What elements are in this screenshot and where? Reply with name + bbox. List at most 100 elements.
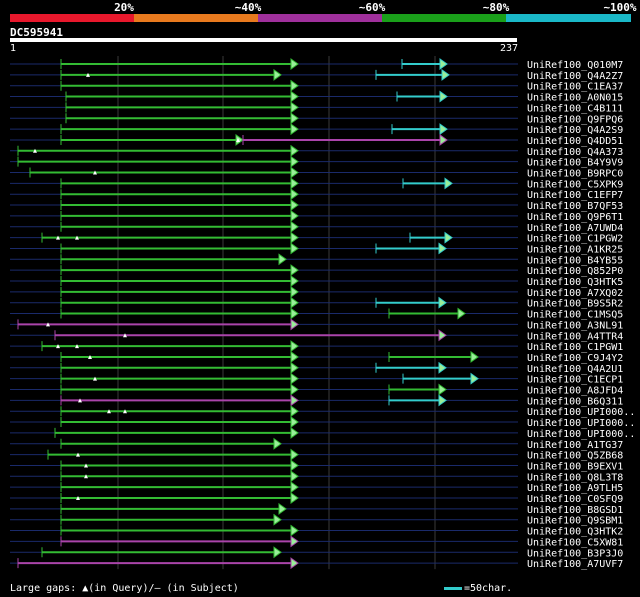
segment-arrow — [290, 318, 299, 331]
segment-arrow — [290, 459, 299, 472]
hit-label: UniRef100_B8GSD1 — [527, 505, 623, 516]
segment-arrow — [290, 524, 299, 537]
segment-arrow — [290, 372, 299, 385]
segment-arrow — [278, 502, 287, 515]
segment-arrow — [290, 296, 299, 309]
legend-swatch — [134, 14, 259, 22]
legend-label: ~40% — [234, 1, 262, 14]
query-gap-marker — [46, 322, 50, 327]
segment-arrow — [290, 101, 299, 114]
segment-arrow — [290, 361, 299, 374]
segment-arrow — [439, 58, 448, 70]
segment-arrow — [235, 133, 244, 146]
query-gap-marker — [56, 344, 60, 349]
query-gap-marker — [86, 72, 90, 77]
hit-label: UniRef100_A1TG37 — [527, 440, 623, 451]
scale-legend: =50char. — [444, 583, 512, 594]
query-id: DC595941 — [10, 26, 63, 39]
query-gap-marker — [93, 170, 97, 175]
segment-arrow — [290, 144, 299, 157]
segment-arrow — [290, 557, 299, 570]
segment-arrow — [290, 416, 299, 429]
hit-label: UniRef100_B4YB55 — [527, 255, 623, 266]
identity-color-legend: 20% ~40% ~60% ~80% ~100% — [10, 0, 637, 22]
query-gap-marker — [123, 333, 127, 338]
segment-arrow — [290, 426, 299, 439]
hit-label: UniRef100_Q4A2S9 — [527, 125, 623, 136]
segment-arrow — [290, 58, 299, 70]
hit-label: UniRef100_Q9P6T1 — [527, 212, 623, 223]
hit-label: UniRef100_C1PGW2 — [527, 234, 623, 245]
hit-label: UniRef100_A3NL91 — [527, 320, 623, 331]
legend-label: ~60% — [358, 1, 386, 14]
segment-arrow — [290, 90, 299, 103]
hit-label: UniRef100_Q5ZB68 — [527, 451, 623, 462]
segment-arrow — [438, 296, 447, 309]
hit-label: UniRef100_B4Y9V9 — [527, 158, 623, 169]
segment-arrow — [290, 307, 299, 320]
segment-arrow — [290, 285, 299, 298]
hit-label: UniRef100_B6Q311 — [527, 396, 623, 407]
hit-label: UniRef100_C5XW81 — [527, 537, 623, 548]
hit-label: UniRef100_Q010M7 — [527, 60, 623, 71]
legend-swatch — [382, 14, 507, 22]
hit-label: UniRef100_A8JFD4 — [527, 386, 623, 397]
hit-label: UniRef100_B3P3J0 — [527, 548, 623, 559]
segment-arrow — [273, 513, 282, 526]
hit-label: UniRef100_A7XQ02 — [527, 288, 623, 299]
hit-label: UniRef100_C1MSQ5 — [527, 310, 623, 321]
query-end-tick: 237 — [499, 43, 518, 54]
hit-label: UniRef100_A4TTR4 — [527, 331, 623, 342]
hit-label: UniRef100_C1EA37 — [527, 82, 623, 93]
segment-arrow — [273, 68, 282, 81]
segment-arrow — [290, 535, 299, 548]
segment-arrow — [290, 155, 299, 168]
segment-arrow — [470, 350, 479, 363]
legend-swatch — [506, 14, 631, 22]
legend-swatch — [258, 14, 383, 22]
segment-arrow — [290, 242, 299, 255]
hit-label: UniRef100_C9J4Y2 — [527, 353, 623, 364]
hit-label: UniRef100_C4B111 — [527, 103, 623, 114]
query-gap-marker — [107, 409, 111, 414]
segment-arrow — [290, 481, 299, 494]
segment-arrow — [290, 220, 299, 233]
segment-arrow — [290, 492, 299, 504]
hit-label: UniRef100_B7QF53 — [527, 201, 623, 212]
segment-arrow — [290, 166, 299, 179]
segment-arrow — [438, 361, 447, 374]
hit-label: UniRef100_C1ECP1 — [527, 375, 623, 386]
query-gap-marker — [93, 376, 97, 381]
hit-label: UniRef100_C1EFP7 — [527, 190, 623, 201]
hit-label: UniRef100_Q4DD51 — [527, 136, 623, 147]
segment-arrow — [457, 307, 466, 320]
segment-arrow — [444, 177, 453, 190]
query-gap-marker — [56, 235, 60, 240]
hit-label: UniRef100_B9S5R2 — [527, 299, 623, 310]
query-gap-marker — [78, 398, 82, 403]
hit-label: UniRef100_B9EXV1 — [527, 461, 623, 472]
query-gap-marker — [75, 235, 79, 240]
hit-label: UniRef100_C1PGW1 — [527, 342, 623, 353]
hit-label: UniRef100_Q4A2U1 — [527, 364, 623, 375]
segment-arrow — [273, 437, 282, 450]
hit-label: UniRef100_Q852P0 — [527, 266, 623, 277]
query-gap-marker — [75, 344, 79, 349]
query-gap-marker — [76, 496, 80, 500]
hit-label: UniRef100_Q4A2Z7 — [527, 71, 623, 82]
hit-label: UniRef100_A7UWD4 — [527, 223, 623, 234]
query-gap-marker — [33, 148, 37, 153]
segment-arrow — [290, 405, 299, 418]
segment-arrow — [290, 394, 299, 407]
legend-swatch — [10, 14, 135, 22]
hit-label: UniRef100_Q4A373 — [527, 147, 623, 158]
segment-arrow — [444, 231, 453, 244]
hit-label: UniRef100_Q9SBM1 — [527, 516, 623, 527]
hit-label: UniRef100_UPI000.. — [527, 429, 635, 440]
segment-arrow — [290, 340, 299, 353]
query-gap-marker — [88, 354, 92, 359]
hit-label: UniRef100_A1KR25 — [527, 244, 623, 255]
segment-arrow — [290, 79, 299, 92]
segment-arrow — [290, 188, 299, 201]
legend-label: ~100% — [603, 1, 637, 14]
